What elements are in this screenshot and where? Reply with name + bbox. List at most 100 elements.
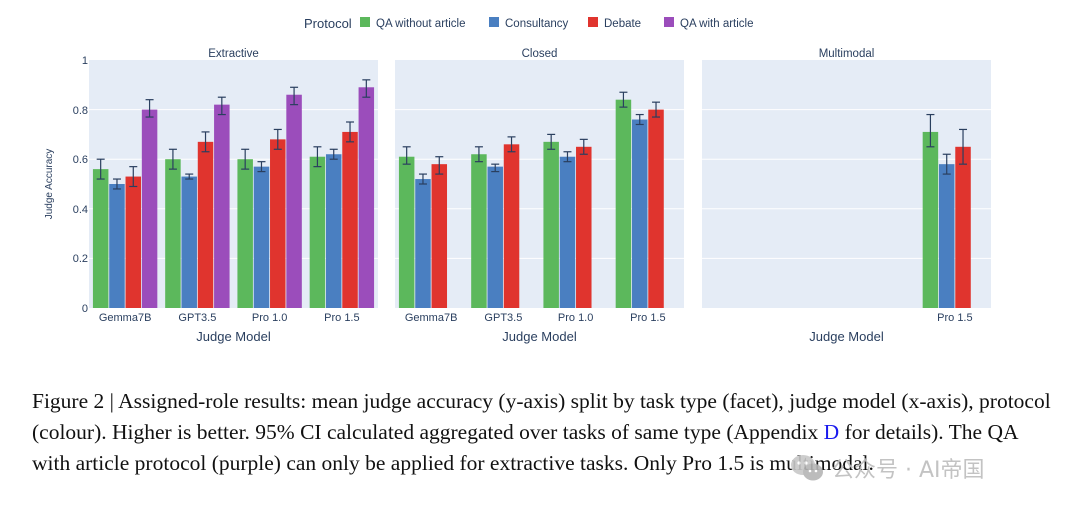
x-axis-title: Judge Model: [809, 329, 884, 344]
y-tick-label: 1: [82, 55, 88, 67]
legend-item[interactable]: QA with article: [664, 17, 754, 30]
chart: Protocol QA without article Consultancy De…: [44, 16, 991, 344]
watermark-text: 公众号 · AI帝国: [832, 458, 985, 483]
caption-text-end: for details). The QA with article protoc…: [32, 420, 1018, 475]
legend-swatch: [489, 17, 499, 27]
error-bar: [168, 148, 177, 170]
y-axis-title: Judge Accuracy: [44, 149, 55, 220]
facet-title: Multimodal: [819, 48, 875, 60]
error-bar: [313, 146, 322, 168]
error-bar: [959, 128, 968, 165]
appendix-link[interactable]: D: [823, 420, 840, 444]
legend-label: QA without article: [376, 18, 465, 30]
x-tick-label: Pro 1.0: [558, 312, 593, 324]
error-bar: [547, 133, 556, 150]
bar: [342, 131, 358, 308]
wechat-icon: [791, 455, 823, 481]
error-bar: [96, 158, 105, 180]
bar: [270, 139, 286, 308]
error-bar: [241, 148, 250, 170]
bar: [358, 87, 375, 308]
bar: [109, 184, 125, 308]
bar: [165, 159, 181, 308]
error-bar: [579, 138, 588, 155]
error-bar: [257, 161, 266, 173]
error-bar: [145, 99, 154, 118]
figure-caption: Figure 2 | Assigned-role results: mean j…: [32, 386, 1052, 479]
x-tick-label: Pro 1.5: [937, 312, 972, 324]
bar: [487, 166, 503, 308]
bar: [181, 176, 197, 308]
bar: [309, 156, 326, 308]
bar: [631, 119, 648, 309]
bar: [398, 156, 415, 308]
x-tick-label: Pro 1.0: [252, 312, 287, 324]
facet-closed: Closed Judge Model Gemma7B GPT3.5 Pro 1.0 Pro…: [395, 48, 684, 344]
legend-label: QA with article: [680, 18, 754, 30]
legend-swatch: [588, 17, 598, 27]
y-tick-label: 0: [82, 303, 88, 315]
bar: [955, 146, 971, 308]
y-tick-label: 0.6: [73, 154, 88, 166]
x-tick-label: Pro 1.5: [324, 312, 359, 324]
legend-swatch: [360, 17, 370, 27]
error-bar: [362, 79, 371, 98]
caption-text: Figure 2 | Assigned-role results: mean j…: [32, 389, 1051, 444]
x-tick-label: Gemma7B: [405, 312, 458, 324]
error-bar: [507, 136, 516, 153]
bar: [559, 156, 576, 308]
error-bar: [491, 163, 500, 173]
watermark: 公众号 · AI帝国: [790, 452, 985, 484]
y-tick-label: 0.2: [73, 253, 88, 265]
bar: [286, 94, 302, 308]
bar: [922, 131, 939, 308]
legend-swatch: [664, 17, 674, 27]
error-bar: [652, 101, 661, 118]
y-tick-label: 0.8: [73, 105, 88, 117]
y-tick-label: 0.4: [73, 204, 88, 216]
bar: [415, 179, 431, 308]
facet-extractive: Extractive Judge Model Gemma7B GPT3.5 Pro 1.…: [89, 48, 378, 344]
bar: [237, 159, 253, 308]
bar: [92, 169, 109, 308]
error-bar: [619, 91, 628, 108]
facet-title: Extractive: [208, 48, 259, 60]
error-bar: [402, 146, 411, 165]
bar: [471, 154, 487, 308]
bar: [615, 99, 632, 309]
legend-label: Consultancy: [505, 18, 569, 30]
bar: [576, 146, 592, 308]
error-bar: [273, 128, 282, 150]
error-bar: [418, 173, 427, 185]
bar: [325, 154, 342, 308]
error-bar: [185, 173, 194, 180]
error-bar: [563, 151, 572, 163]
facet-multimodal: Multimodal Judge Model Pro 1.5: [702, 48, 991, 344]
bar: [431, 164, 448, 308]
legend-title: Protocol: [304, 16, 352, 31]
bar: [503, 144, 520, 308]
error-bar: [346, 121, 355, 143]
error-bar: [474, 146, 483, 163]
bar: [253, 166, 270, 308]
error-bar: [112, 178, 121, 190]
bar: [125, 176, 142, 308]
legend: Protocol QA without article Consultancy De…: [304, 16, 754, 31]
error-bar: [635, 113, 644, 126]
bar: [214, 104, 230, 308]
legend-label: Debate: [604, 18, 641, 30]
error-bar: [942, 153, 951, 175]
error-bar: [129, 166, 138, 188]
x-tick-label: Pro 1.5: [630, 312, 665, 324]
error-bar: [329, 148, 338, 160]
legend-item[interactable]: Consultancy: [489, 17, 569, 30]
error-bar: [201, 131, 210, 153]
error-bar: [435, 156, 444, 175]
legend-item[interactable]: QA without article: [360, 17, 465, 30]
error-bar: [217, 96, 226, 116]
y-tick-labels: 1 0.8 0.6 0.4 0.2 0: [73, 55, 88, 315]
error-bar: [926, 113, 935, 148]
x-axis-title: Judge Model: [502, 329, 577, 344]
x-tick-label: GPT3.5: [484, 312, 522, 324]
legend-item[interactable]: Debate: [588, 17, 641, 30]
